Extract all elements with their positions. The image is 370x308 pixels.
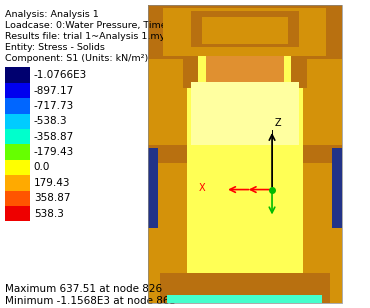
Bar — [148, 5, 342, 303]
Bar — [5, 83, 30, 98]
Text: X: X — [199, 183, 206, 192]
Bar — [5, 129, 30, 144]
Bar — [148, 5, 342, 303]
Text: Maximum 637.51 at node 826: Maximum 637.51 at node 826 — [5, 284, 162, 294]
Bar — [148, 163, 342, 273]
Bar — [202, 17, 287, 44]
Bar — [292, 55, 307, 88]
Text: Entity: Stress - Solids: Entity: Stress - Solids — [5, 43, 105, 52]
Text: Analysis: Analysis 1: Analysis: Analysis 1 — [5, 10, 98, 19]
Bar — [187, 163, 303, 273]
Text: -717.73: -717.73 — [34, 101, 74, 111]
Bar — [5, 144, 30, 160]
Text: -897.17: -897.17 — [34, 86, 74, 95]
Text: -179.43: -179.43 — [34, 147, 74, 157]
Bar — [187, 55, 303, 273]
Bar — [5, 160, 30, 175]
Bar — [191, 82, 299, 267]
Bar — [148, 148, 158, 228]
Bar — [148, 145, 342, 163]
Bar — [5, 114, 30, 129]
Bar — [167, 295, 322, 303]
Bar — [332, 148, 342, 228]
Text: Component: S1 (Units: kN/m²): Component: S1 (Units: kN/m²) — [5, 54, 148, 63]
Bar — [164, 8, 326, 55]
Bar — [159, 273, 330, 303]
Text: Z: Z — [275, 118, 282, 128]
Bar — [206, 55, 284, 82]
Text: 358.87: 358.87 — [34, 193, 70, 203]
Bar — [5, 98, 30, 114]
Text: -538.3: -538.3 — [34, 116, 67, 126]
Text: -1.0766E3: -1.0766E3 — [34, 70, 87, 80]
Bar — [5, 175, 30, 191]
Text: 0.0: 0.0 — [34, 163, 50, 172]
Text: Minimum -1.1568E3 at node 863: Minimum -1.1568E3 at node 863 — [5, 296, 176, 306]
Bar — [5, 67, 30, 83]
Text: Loadcase: 0:Water Pressure, Time Step 0 Time = 0.000000E+00: Loadcase: 0:Water Pressure, Time Step 0 … — [5, 21, 311, 30]
Bar — [191, 11, 299, 47]
Bar — [187, 145, 303, 163]
Text: 538.3: 538.3 — [34, 209, 64, 219]
Text: Results file: trial 1~Analysis 1.mys: Results file: trial 1~Analysis 1.mys — [5, 32, 170, 41]
Bar — [5, 191, 30, 206]
Bar — [5, 206, 30, 221]
Bar — [148, 5, 342, 59]
Text: 179.43: 179.43 — [34, 178, 70, 188]
Text: -358.87: -358.87 — [34, 132, 74, 142]
Bar — [183, 55, 198, 88]
